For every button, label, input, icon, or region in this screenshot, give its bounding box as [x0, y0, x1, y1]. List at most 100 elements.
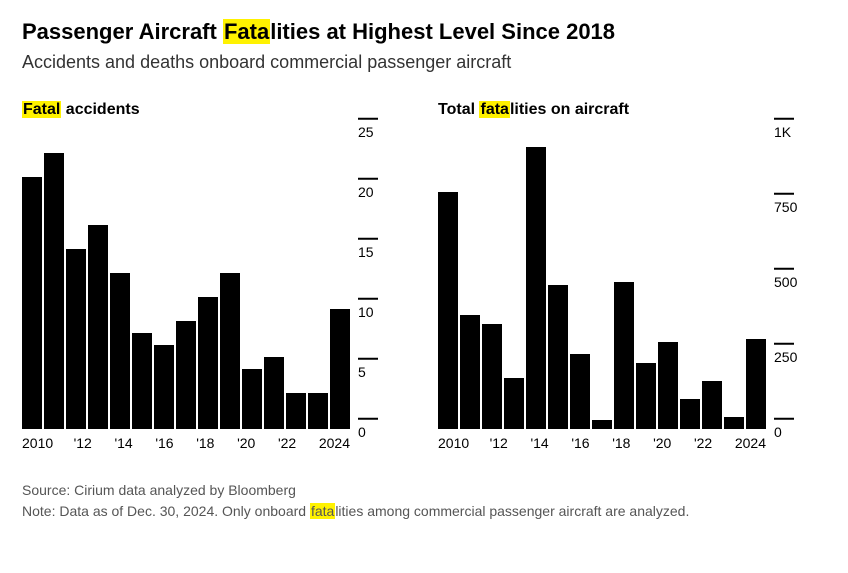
x-tick: '18: [196, 435, 216, 451]
x-tick: [714, 435, 734, 451]
bar: [110, 273, 130, 429]
bar: [154, 345, 174, 429]
x-tick: [674, 435, 694, 451]
x-tick: 2024: [735, 435, 766, 451]
y-tick-line: [774, 268, 794, 270]
x-tick: '16: [155, 435, 175, 451]
x-tick: [469, 435, 489, 451]
y-tick-line: [358, 418, 378, 420]
y-axis-right: 02505007501K: [774, 129, 818, 429]
bar: [198, 297, 218, 429]
bar: [44, 153, 64, 429]
bar: [680, 399, 700, 429]
panel-left-title-rest: accidents: [61, 101, 139, 118]
x-tick: '20: [237, 435, 257, 451]
x-tick: 2024: [319, 435, 350, 451]
x-tick: 2010: [438, 435, 469, 451]
bar: [286, 393, 306, 429]
bar: [438, 192, 458, 429]
y-tick-line: [358, 118, 378, 120]
bar: [176, 321, 196, 429]
y-tick: 20: [358, 178, 402, 200]
y-tick-line: [774, 193, 794, 195]
y-tick-line: [774, 418, 794, 420]
bar: [570, 354, 590, 429]
y-tick-label: 5: [358, 363, 402, 379]
x-tick: 2010: [22, 435, 53, 451]
x-tick: [298, 435, 318, 451]
x-tick: [94, 435, 114, 451]
y-tick: 250: [774, 343, 818, 365]
y-tick-label: 250: [774, 348, 818, 364]
bar: [614, 282, 634, 429]
x-tick: '18: [612, 435, 632, 451]
x-tick: [176, 435, 196, 451]
x-tick: '22: [278, 435, 298, 451]
y-tick: 5: [358, 358, 402, 380]
y-tick-line: [358, 178, 378, 180]
y-tick: 1K: [774, 118, 818, 140]
panel-right-title-hl: fata: [479, 101, 509, 118]
headline-post: lities at Highest Level Since 2018: [270, 19, 615, 44]
y-tick-line: [358, 358, 378, 360]
subheadline: Accidents and deaths onboard commercial …: [22, 52, 826, 73]
y-axis-left: 0510152025: [358, 129, 402, 429]
panel-left-title-hl: Fatal: [22, 101, 61, 118]
x-tick: '12: [74, 435, 94, 451]
bar: [526, 147, 546, 429]
x-tick: [551, 435, 571, 451]
x-tick: [135, 435, 155, 451]
y-tick-label: 1K: [774, 123, 818, 139]
x-tick: [592, 435, 612, 451]
y-tick-label: 10: [358, 303, 402, 319]
y-tick-label: 750: [774, 198, 818, 214]
y-tick-label: 0: [774, 423, 818, 439]
bar: [482, 324, 502, 429]
footer-source: Source: Cirium data analyzed by Bloomber…: [22, 481, 826, 501]
x-tick: '22: [694, 435, 714, 451]
y-tick: 500: [774, 268, 818, 290]
panel-title-left: Fatal accidents: [22, 101, 402, 119]
y-tick-line: [358, 298, 378, 300]
panel-total-fatalities: Total fatalities on aircraft 0 250 500 750 1…: [438, 101, 818, 451]
bar: [264, 357, 284, 429]
footer-note: Note: Data as of Dec. 30, 2024. Only onb…: [22, 502, 826, 522]
panel-title-right: Total fatalities on aircraft: [438, 101, 818, 119]
x-tick: [217, 435, 237, 451]
x-tick: '16: [571, 435, 591, 451]
bar: [220, 273, 240, 429]
headline-pre: Passenger Aircraft: [22, 19, 223, 44]
y-tick-label: 500: [774, 273, 818, 289]
charts-row: Fatal accidents 0 5 10 15 20 25 2010 '12 '14 …: [22, 101, 826, 451]
x-tick: [53, 435, 73, 451]
bar: [308, 393, 328, 429]
bar: [504, 378, 524, 429]
bar: [658, 342, 678, 429]
y-tick-label: 0: [358, 423, 402, 439]
y-tick-label: 25: [358, 123, 402, 139]
bar: [636, 363, 656, 429]
bar: [592, 420, 612, 429]
x-axis-right: 2010 '12 '14 '16 '18 '20 '22 2024: [438, 435, 818, 451]
panel-right-title-pre: Total: [438, 101, 479, 118]
bar: [66, 249, 86, 429]
y-tick-label: 20: [358, 183, 402, 199]
bar: [132, 333, 152, 429]
x-axis-left: 2010 '12 '14 '16 '18 '20 '22 2024: [22, 435, 402, 451]
bar: [746, 339, 766, 429]
y-tick: 25: [358, 118, 402, 140]
bar: [88, 225, 108, 429]
plot-wrap-right: 02505007501K: [438, 129, 818, 429]
footer: Source: Cirium data analyzed by Bloomber…: [22, 481, 826, 522]
panel-fatal-accidents: Fatal accidents 0 5 10 15 20 25 2010 '12 '14 …: [22, 101, 402, 451]
bar: [724, 417, 744, 429]
panel-right-title-post: lities on aircraft: [510, 101, 629, 118]
y-tick: 15: [358, 238, 402, 260]
bar: [702, 381, 722, 429]
x-tick: '14: [114, 435, 134, 451]
plot-left: [22, 129, 358, 429]
headline-highlight: Fata: [223, 19, 270, 44]
x-tick: '12: [490, 435, 510, 451]
y-tick: 0: [358, 418, 402, 440]
x-tick: [633, 435, 653, 451]
